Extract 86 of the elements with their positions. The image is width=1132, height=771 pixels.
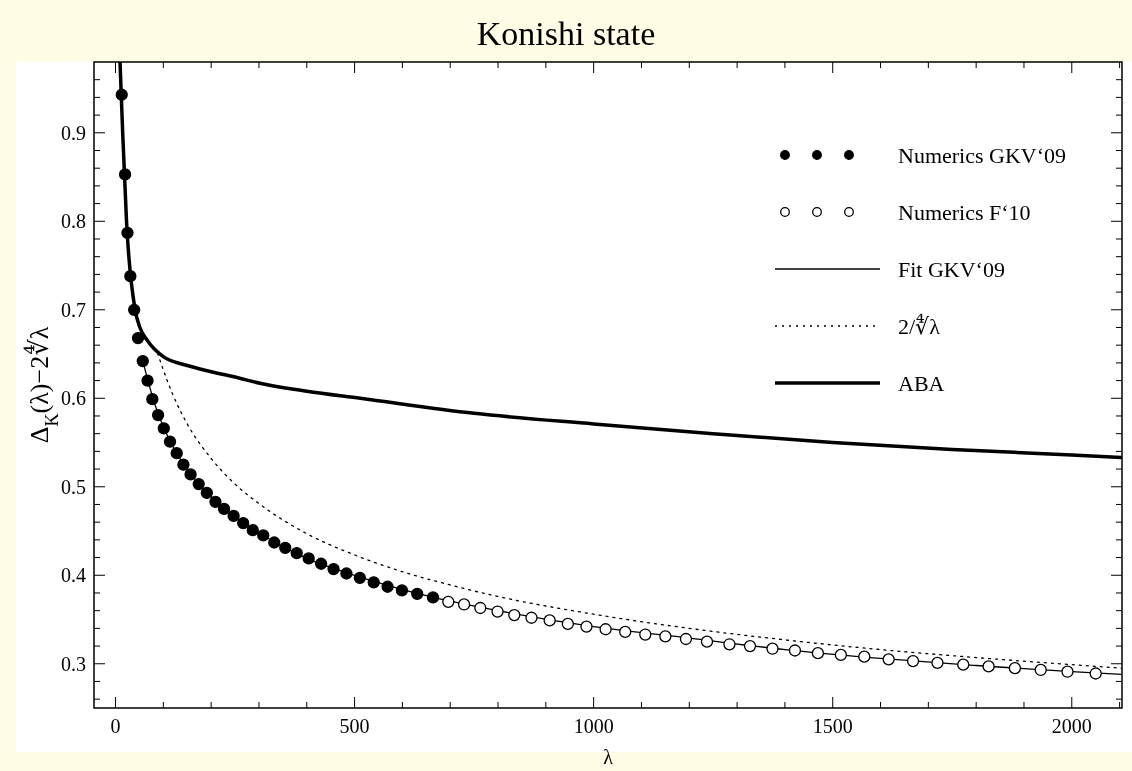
point bbox=[700, 635, 714, 648]
x-axis-title: λ bbox=[603, 746, 614, 768]
point bbox=[177, 458, 190, 471]
point bbox=[290, 547, 303, 560]
point bbox=[146, 393, 159, 406]
legend-label: 2/∜λ bbox=[898, 312, 941, 339]
point bbox=[367, 576, 380, 589]
chart-title: Konishi state bbox=[476, 15, 656, 52]
point bbox=[246, 523, 259, 537]
point bbox=[580, 620, 593, 633]
point bbox=[302, 552, 315, 565]
point bbox=[1061, 665, 1074, 678]
point bbox=[957, 658, 970, 671]
point bbox=[723, 638, 736, 651]
point bbox=[151, 408, 165, 422]
point bbox=[395, 584, 409, 597]
point bbox=[858, 650, 871, 663]
x-tick-label: 1000 bbox=[573, 715, 614, 737]
point bbox=[599, 623, 612, 636]
point bbox=[200, 486, 213, 500]
point bbox=[314, 557, 328, 570]
point bbox=[217, 502, 231, 516]
point bbox=[237, 516, 250, 530]
point bbox=[268, 536, 281, 549]
point bbox=[1008, 662, 1022, 675]
point bbox=[442, 595, 455, 608]
point bbox=[157, 422, 170, 435]
legend-label: Numerics GKV‘09 bbox=[898, 142, 1067, 168]
x-tick-label: 1500 bbox=[812, 715, 853, 737]
x-tick-label: 2000 bbox=[1051, 715, 1092, 737]
x-tick-label: 0 bbox=[110, 715, 121, 737]
point bbox=[124, 270, 137, 283]
point bbox=[619, 625, 632, 639]
legend-label: ABA bbox=[898, 370, 945, 396]
point bbox=[679, 632, 693, 646]
y-tick-label: 0.6 bbox=[61, 387, 86, 410]
point bbox=[170, 447, 183, 460]
point bbox=[457, 598, 471, 611]
point bbox=[257, 529, 270, 542]
point bbox=[811, 647, 825, 660]
point bbox=[982, 660, 995, 673]
point bbox=[227, 509, 240, 523]
point bbox=[525, 611, 538, 624]
y-tick-label: 0.4 bbox=[61, 564, 86, 587]
y-tick-label: 0.5 bbox=[61, 475, 86, 498]
point bbox=[543, 614, 556, 627]
point bbox=[209, 495, 222, 508]
y-tick-label: 0.9 bbox=[61, 121, 86, 144]
point bbox=[131, 331, 145, 345]
point bbox=[184, 468, 197, 481]
legend-label: Fit GKV‘09 bbox=[898, 256, 1005, 282]
legend-label: Numerics F‘10 bbox=[898, 199, 1031, 225]
point bbox=[141, 374, 154, 387]
point bbox=[931, 656, 944, 670]
point bbox=[659, 630, 672, 643]
point bbox=[788, 644, 802, 657]
y-tick-label: 0.7 bbox=[61, 298, 86, 321]
point bbox=[491, 605, 504, 618]
y-tick-label: 0.3 bbox=[61, 652, 86, 675]
point bbox=[743, 639, 757, 653]
point bbox=[163, 435, 177, 448]
point bbox=[474, 601, 487, 615]
point bbox=[353, 571, 366, 585]
point bbox=[192, 477, 205, 491]
point bbox=[1034, 663, 1047, 677]
x-tick-label: 500 bbox=[339, 715, 370, 737]
point bbox=[136, 354, 149, 368]
point bbox=[906, 654, 920, 668]
point bbox=[121, 226, 134, 239]
point bbox=[766, 642, 779, 655]
point bbox=[834, 648, 847, 662]
point bbox=[115, 88, 128, 101]
y-tick-label: 0.8 bbox=[61, 210, 86, 233]
point bbox=[128, 303, 141, 316]
point bbox=[508, 608, 521, 622]
point bbox=[561, 617, 574, 631]
point bbox=[426, 591, 440, 604]
point bbox=[279, 541, 292, 554]
point bbox=[639, 628, 652, 641]
point bbox=[882, 653, 895, 666]
point bbox=[1089, 667, 1102, 680]
point bbox=[340, 567, 353, 580]
point bbox=[381, 580, 394, 593]
point bbox=[118, 168, 132, 181]
point bbox=[411, 587, 424, 600]
point bbox=[327, 562, 340, 576]
